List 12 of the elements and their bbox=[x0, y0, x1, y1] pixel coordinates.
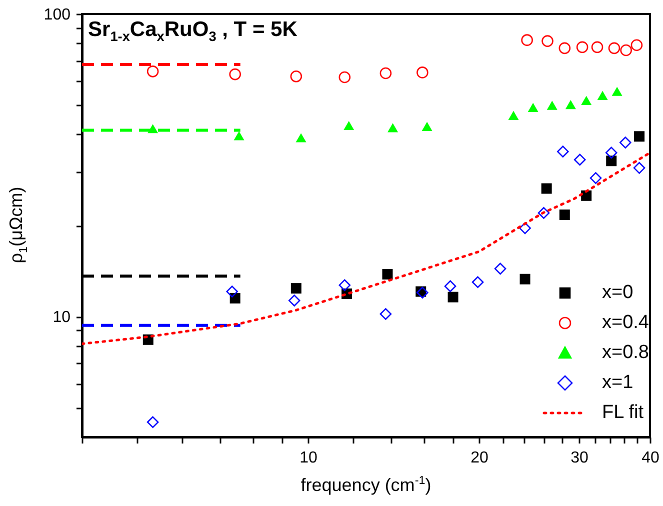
x-tick-label: 10 bbox=[300, 450, 318, 466]
legend-label: x=0.8 bbox=[602, 342, 649, 364]
x-tick-label: 30 bbox=[570, 450, 589, 466]
x-tick-label: 40 bbox=[642, 450, 660, 466]
legend-label: x=0 bbox=[602, 282, 634, 304]
annotation: Sr$_{1-x}$Ca$_{x}$RuO$_{3}$ , T = 5K bbox=[88, 18, 298, 44]
legend-label: x=1 bbox=[602, 372, 634, 394]
legend-label: FL fit bbox=[602, 402, 644, 424]
x-axis-title: frequency (cm$^{-1}$) bbox=[300, 474, 432, 496]
legend-label: x=0.4 bbox=[602, 312, 649, 334]
x-tick-label: 20 bbox=[470, 450, 489, 466]
y-tick-label: 100 bbox=[44, 6, 71, 24]
